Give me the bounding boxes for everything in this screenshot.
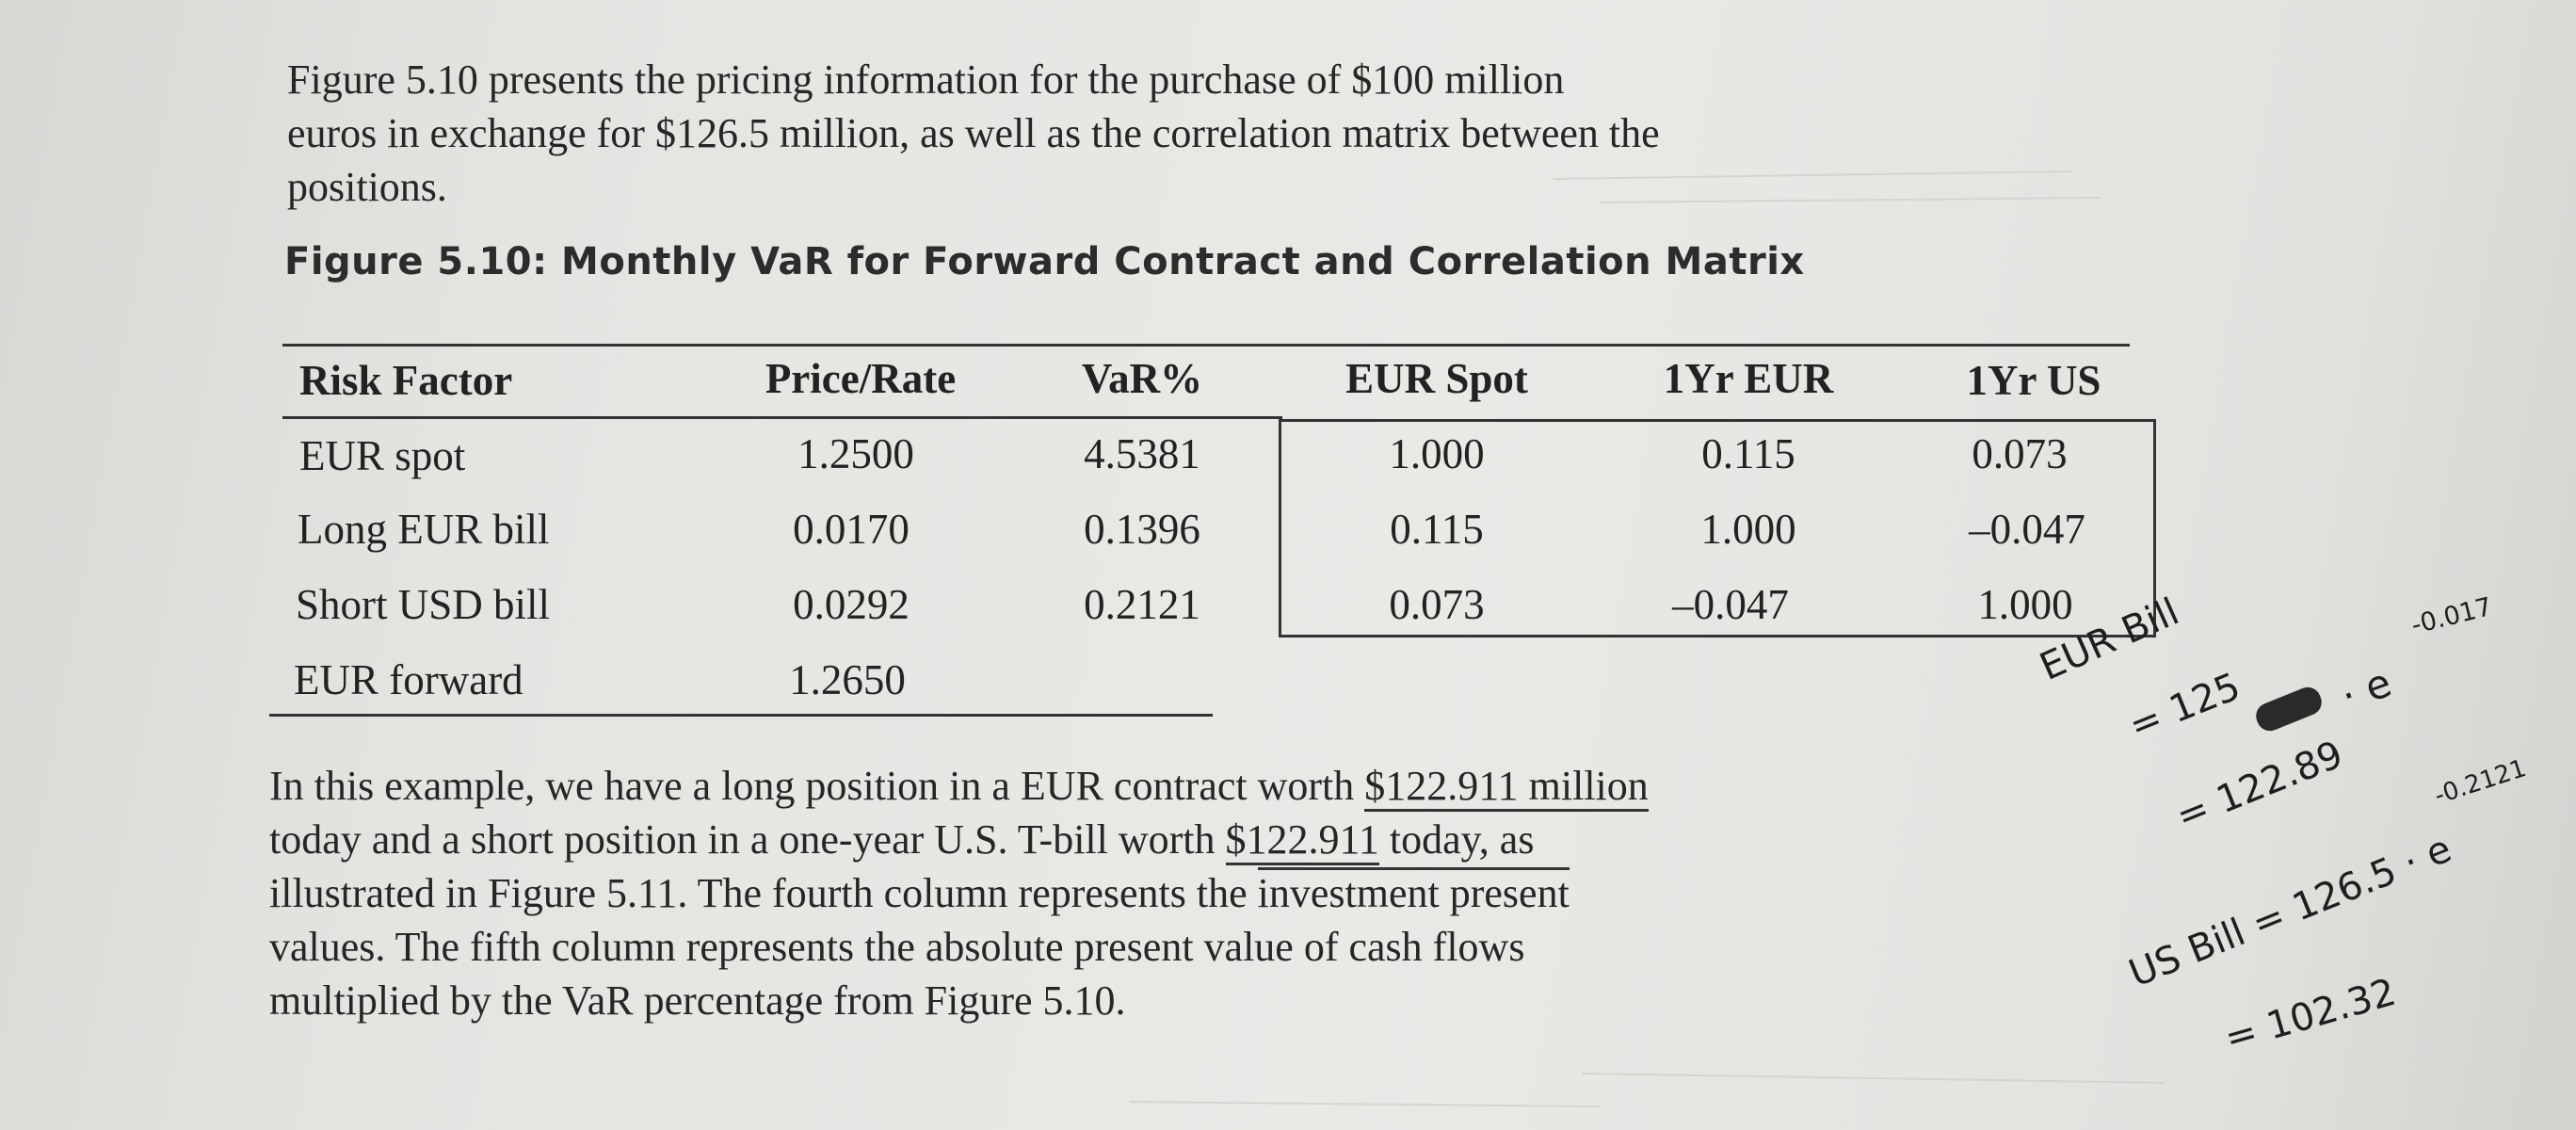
cell-price-rate: 1.2500 <box>797 430 914 477</box>
cell-corr: 1.000 <box>1700 506 1796 553</box>
intro-line-2: euros in exchange for $126.5 million, as… <box>287 110 1660 156</box>
cell-risk-factor: EUR spot <box>299 432 466 479</box>
underlined-amount: $122.911 million <box>1364 763 1649 812</box>
header-1yr-us: 1Yr US <box>1966 357 2101 404</box>
overlined-phrase: investment present <box>1257 867 1570 916</box>
body-line-2: today and a short position in a one-year… <box>269 816 1226 863</box>
cell-var-pct: 0.1396 <box>1084 506 1200 553</box>
body-paragraph: In this example, we have a long position… <box>269 759 2171 1027</box>
cell-corr: –0.047 <box>1969 506 2085 553</box>
table-header-rule <box>282 416 1282 419</box>
cell-risk-factor: EUR forward <box>294 656 523 703</box>
body-line-2-end: today, as <box>1378 816 1535 863</box>
cell-corr: 0.115 <box>1390 506 1484 553</box>
table-top-rule <box>282 344 2130 347</box>
cell-corr: 0.073 <box>1972 430 2068 477</box>
body-line-3: illustrated in Figure 5.11. The fourth c… <box>269 870 1258 916</box>
body-line-4: values. The fifth column represents the … <box>269 924 1525 970</box>
cell-corr: 0.115 <box>1701 430 1795 477</box>
body-line-1: In this example, we have a long position… <box>269 763 1365 809</box>
intro-line-1: Figure 5.10 presents the pricing informa… <box>287 56 1565 103</box>
header-price-rate: Price/Rate <box>765 355 957 402</box>
intro-paragraph: Figure 5.10 presents the pricing informa… <box>287 53 2170 214</box>
header-1yr-eur: 1Yr EUR <box>1663 355 1834 402</box>
cell-corr: –0.047 <box>1672 581 1789 628</box>
cell-risk-factor: Short USD bill <box>296 581 551 628</box>
table-bottom-rule <box>269 714 1213 717</box>
cell-risk-factor: Long EUR bill <box>298 506 550 553</box>
cell-var-pct: 0.2121 <box>1084 581 1200 628</box>
cell-var-pct: 4.5381 <box>1084 430 1200 477</box>
body-line-5: multiplied by the VaR percentage from Fi… <box>269 977 1126 1024</box>
header-var-pct: VaR% <box>1081 355 1203 402</box>
correlation-matrix-box <box>1279 419 2156 638</box>
header-eur-spot: EUR Spot <box>1345 355 1528 402</box>
figure-title: Figure 5.10: Monthly VaR for Forward Con… <box>284 240 1805 283</box>
cell-corr: 0.073 <box>1389 581 1485 628</box>
cell-price-rate: 0.0170 <box>793 506 910 553</box>
cell-corr: 1.000 <box>1977 581 2073 628</box>
cell-corr: 1.000 <box>1389 430 1485 477</box>
cell-price-rate: 0.0292 <box>793 581 910 628</box>
cell-price-rate: 1.2650 <box>789 656 906 703</box>
intro-line-3: positions. <box>287 164 447 210</box>
underlined-amount: $122.911 <box>1225 816 1379 865</box>
header-risk-factor: Risk Factor <box>299 357 513 404</box>
